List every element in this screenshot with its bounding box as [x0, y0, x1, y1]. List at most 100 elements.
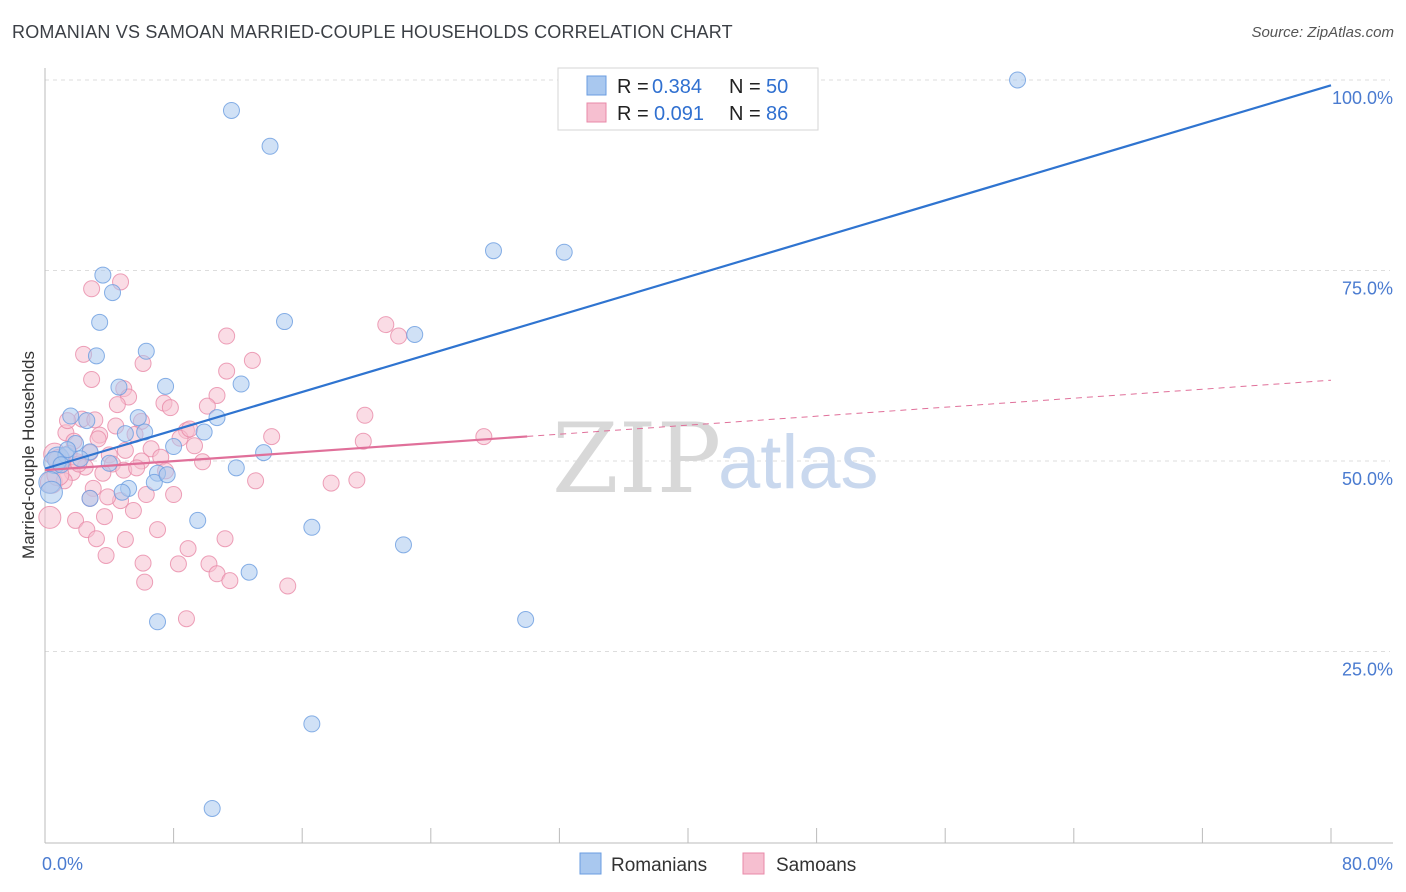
watermark: ZIP atlas: [552, 403, 879, 515]
samoans-point-28: [354, 432, 372, 450]
stats-r-label-samoans: R =: [617, 103, 649, 125]
romanians-point-7: [91, 313, 109, 331]
samoans-point-7: [243, 351, 261, 369]
romanians-point-46: [517, 610, 535, 628]
romanians-point-27: [165, 438, 183, 456]
samoans-point-6: [218, 362, 236, 380]
romanians-point-45: [149, 613, 167, 631]
legend-swatch-romanians: [579, 852, 602, 875]
samoans-trend-line-solid: [44, 435, 528, 472]
chart-title: ROMANIAN VS SAMOAN MARRIED-COUPLE HOUSEH…: [12, 22, 733, 42]
samoans-point-34: [185, 437, 203, 455]
samoans-point-16: [161, 399, 179, 417]
samoans-point-20: [356, 406, 374, 424]
stats-r-label-romanians: R =: [617, 76, 649, 98]
romanians-point-47: [303, 715, 321, 733]
samoans-point-69: [216, 530, 234, 548]
romanians-point-36: [39, 480, 63, 504]
samoans-point-79: [177, 610, 195, 628]
samoans-point-31: [89, 430, 107, 448]
stats-n-value-samoans: 86: [766, 103, 788, 125]
samoans-point-14: [198, 397, 216, 415]
romanians-point-1: [222, 101, 240, 119]
samoans-point-29: [475, 428, 493, 446]
legend-swatch-samoans: [742, 852, 765, 875]
samoans-point-11: [208, 386, 226, 404]
romanians-point-48: [203, 799, 221, 817]
romanians-point-32: [100, 454, 118, 472]
samoans-point-61: [124, 502, 142, 520]
y-axis-title: Married-couple Households: [19, 351, 38, 559]
stats-n-value-romanians: 50: [766, 76, 788, 98]
samoans-point-77: [221, 572, 239, 590]
romanians-point-28: [255, 444, 273, 462]
romanians-point-2: [261, 137, 279, 155]
romanians-point-0: [1009, 71, 1027, 89]
romanians-point-41: [189, 511, 207, 529]
romanians-point-12: [110, 378, 128, 396]
romanians-point-13: [157, 377, 175, 395]
samoans-point-2: [218, 327, 236, 345]
samoans-point-67: [87, 530, 105, 548]
samoans-point-76: [136, 573, 154, 591]
samoans-point-27: [263, 428, 281, 446]
samoans-point-15: [108, 396, 126, 414]
romanians-point-15: [62, 407, 80, 425]
romanians-point-40: [113, 483, 131, 501]
samoans-point-44: [194, 453, 212, 471]
stats-n-label-romanians: N =: [729, 76, 761, 98]
romanians-point-39: [81, 489, 99, 507]
romanians-point-16: [78, 412, 96, 430]
stats-box: R = 0.384 N = 50 R = 0.091 N = 86: [557, 67, 819, 131]
y-tick-label-2: 50.0%: [1342, 469, 1393, 489]
samoans-point-57: [137, 486, 155, 504]
samoans-point-4: [390, 327, 408, 345]
watermark-atlas: atlas: [718, 420, 879, 505]
watermark-zip: ZIP: [552, 403, 721, 515]
legend: Romanians Samoans: [579, 852, 856, 876]
stats-swatch-romanians: [586, 75, 607, 96]
stats-swatch-samoans: [586, 102, 607, 123]
samoans-point-83: [99, 488, 117, 506]
romanians-point-49: [158, 466, 176, 484]
romanians-point-5: [94, 266, 112, 284]
samoans-point-66: [149, 521, 167, 539]
samoans-point-62: [95, 508, 113, 526]
stats-n-label-samoans: N =: [729, 103, 761, 125]
romanians-point-11: [137, 342, 155, 360]
romanians-trend-line: [44, 84, 1332, 470]
x-tick-label-1: 80.0%: [1342, 854, 1393, 874]
samoans-point-64: [38, 505, 62, 529]
legend-label-samoans: Samoans: [776, 855, 856, 876]
samoans-point-70: [179, 540, 197, 558]
romanians-point-44: [240, 563, 258, 581]
samoans-point-68: [116, 530, 134, 548]
y-tick-label-0: 100.0%: [1332, 88, 1393, 108]
romanians-points: [38, 71, 1027, 817]
samoans-point-78: [279, 577, 297, 595]
y-tick-label-1: 75.0%: [1342, 279, 1393, 299]
romanians-point-8: [276, 313, 294, 331]
stats-r-value-romanians: 0.384: [652, 76, 702, 98]
romanians-point-9: [406, 326, 424, 344]
samoans-point-0: [83, 280, 101, 298]
samoans-trend-line-dashed: [527, 379, 1332, 437]
samoans-point-53: [348, 471, 366, 489]
samoans-point-51: [247, 472, 265, 490]
samoans-point-71: [97, 546, 115, 564]
samoans-point-52: [322, 474, 340, 492]
romanians-point-3: [484, 242, 502, 260]
romanians-point-42: [303, 518, 321, 536]
romanians-point-24: [195, 423, 213, 441]
romanians-point-25: [59, 441, 77, 459]
samoans-point-3: [377, 316, 395, 334]
romanians-point-17: [129, 409, 147, 427]
y-tick-label-3: 25.0%: [1342, 660, 1393, 680]
samoans-point-72: [134, 554, 152, 572]
samoans-point-58: [165, 486, 183, 504]
legend-label-romanians: Romanians: [611, 855, 707, 876]
romanians-point-14: [232, 375, 250, 393]
source-credit: Source: ZipAtlas.com: [1251, 24, 1394, 41]
tick-labels: 100.0% 75.0% 50.0% 25.0% 0.0% 80.0%: [42, 88, 1393, 874]
